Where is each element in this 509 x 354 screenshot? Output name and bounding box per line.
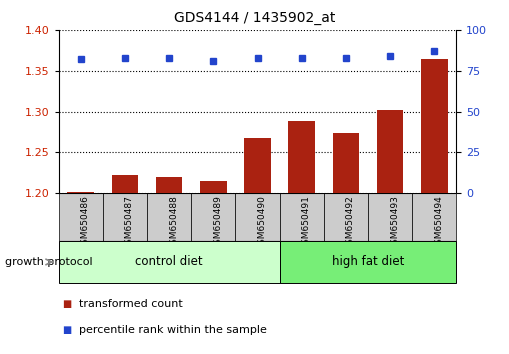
Text: transformed count: transformed count [79,298,182,309]
Bar [103,193,147,241]
Text: GSM650488: GSM650488 [169,195,178,250]
Text: GSM650491: GSM650491 [301,195,310,250]
Text: ■: ■ [62,298,71,309]
Bar [376,110,403,193]
Text: GSM650490: GSM650490 [257,195,266,250]
Text: high fat diet: high fat diet [331,256,404,268]
Bar [332,133,358,193]
Bar [323,193,367,241]
Text: GSM650494: GSM650494 [434,195,442,250]
Bar [367,193,411,241]
Bar [111,175,138,193]
Text: GSM650486: GSM650486 [80,195,90,250]
Text: GSM650492: GSM650492 [345,195,354,250]
Bar [147,193,191,241]
Text: ■: ■ [62,325,71,335]
Bar [279,193,323,241]
Text: percentile rank within the sample: percentile rank within the sample [79,325,266,335]
Bar [200,181,226,193]
Bar [156,177,182,193]
Bar [411,193,456,241]
Bar [59,241,279,283]
Bar [191,193,235,241]
Text: GSM650487: GSM650487 [125,195,134,250]
Text: GDS4144 / 1435902_at: GDS4144 / 1435902_at [174,11,335,25]
Text: control diet: control diet [135,256,203,268]
Bar [59,193,103,241]
Bar [244,138,270,193]
Bar [279,241,456,283]
Bar [288,121,315,193]
Text: GSM650493: GSM650493 [389,195,399,250]
Bar [235,193,279,241]
Bar [67,192,94,193]
Bar [420,58,447,193]
Text: growth protocol: growth protocol [5,257,93,267]
Text: GSM650489: GSM650489 [213,195,222,250]
